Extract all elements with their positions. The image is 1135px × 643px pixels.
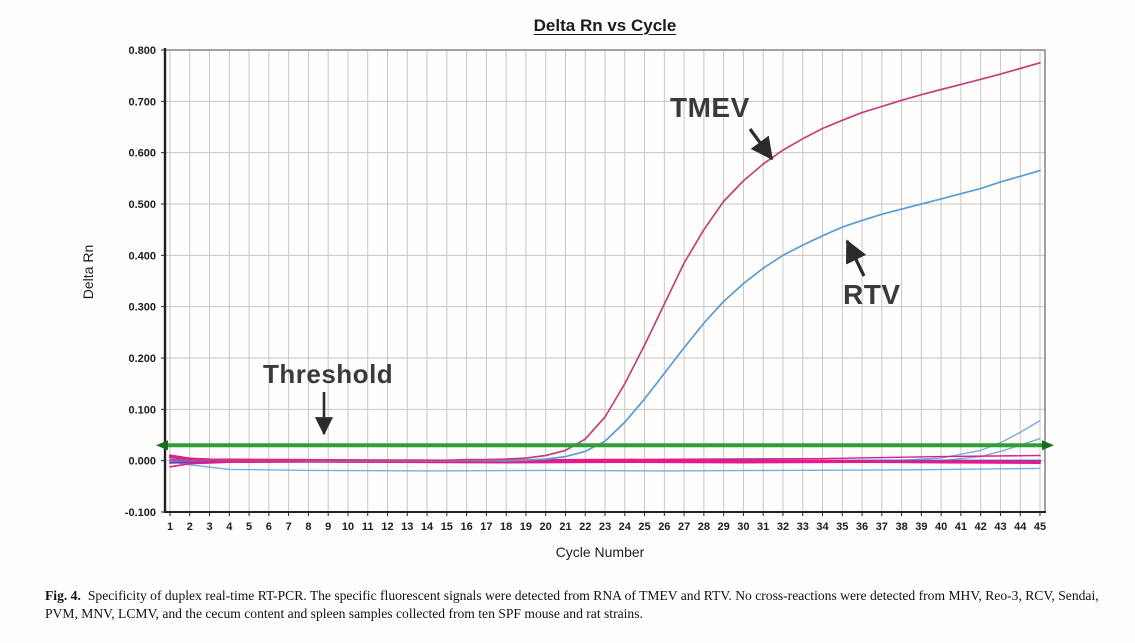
svg-text:7: 7	[286, 521, 292, 533]
y-axis-title: Delta Rn	[80, 245, 96, 299]
svg-text:0.400: 0.400	[128, 250, 156, 262]
svg-text:0.100: 0.100	[128, 404, 156, 416]
svg-text:19: 19	[520, 521, 532, 533]
svg-text:34: 34	[816, 521, 829, 533]
svg-text:23: 23	[599, 521, 611, 533]
series-baseline-pink-a	[168, 454, 1042, 463]
svg-text:20: 20	[540, 521, 552, 533]
svg-text:38: 38	[895, 521, 907, 533]
svg-text:30: 30	[737, 521, 749, 533]
series-tmev	[169, 61, 1041, 462]
svg-text:25: 25	[638, 521, 650, 533]
svg-text:17: 17	[480, 521, 492, 533]
svg-text:14: 14	[421, 521, 434, 533]
svg-text:4: 4	[226, 521, 233, 533]
svg-text:0.000: 0.000	[128, 456, 156, 468]
chart-title: Delta Rn vs Cycle	[165, 16, 1045, 36]
svg-text:26: 26	[658, 521, 670, 533]
svg-text:45: 45	[1034, 521, 1046, 533]
svg-text:21: 21	[559, 521, 571, 533]
svg-text:28: 28	[698, 521, 710, 533]
svg-text:11: 11	[362, 521, 374, 533]
svg-text:31: 31	[757, 521, 769, 533]
annotation-threshold-label: Threshold	[263, 359, 394, 389]
svg-text:36: 36	[856, 521, 868, 533]
svg-text:22: 22	[579, 521, 591, 533]
chart-title-text: Delta Rn vs Cycle	[533, 16, 677, 35]
svg-text:8: 8	[305, 521, 311, 533]
svg-text:16: 16	[460, 521, 472, 533]
x-axis-title: Cycle Number	[556, 544, 645, 560]
y-axis-ticks: 0.800 0.700 0.600 0.500 0.400 0.300 0.200 0.100…	[125, 45, 165, 519]
x-axis-ticks: 1 2 3 4 5 6 7 8 9 10 11 12 13 14 15 16 17 18 19 20 21 22 23 24 2…	[167, 512, 1046, 533]
svg-text:41: 41	[955, 521, 967, 533]
svg-text:24: 24	[619, 521, 632, 533]
figure-number: Fig. 4.	[45, 588, 81, 603]
figure-caption: Fig. 4. Specificity of duplex real-time R…	[45, 587, 1108, 624]
svg-text:5: 5	[246, 521, 252, 533]
svg-text:1: 1	[167, 521, 173, 533]
annotation-tmev-label: TMEV	[670, 92, 750, 123]
gridlines	[165, 50, 1045, 512]
svg-text:0.600: 0.600	[128, 148, 156, 160]
svg-text:33: 33	[797, 521, 809, 533]
svg-text:3: 3	[206, 521, 212, 533]
chart-canvas: 1 2 3 4 5 6 7 8 9 10 11 12 13 14 15 16 17 18 19 20 21 22 23 24 2…	[80, 45, 1054, 560]
svg-text:32: 32	[777, 521, 789, 533]
svg-text:12: 12	[381, 521, 393, 533]
svg-text:15: 15	[441, 521, 453, 533]
svg-text:37: 37	[876, 521, 888, 533]
series-baseline-lightblue-low	[169, 461, 1041, 472]
svg-text:35: 35	[836, 521, 848, 533]
svg-text:0.800: 0.800	[128, 45, 156, 57]
svg-text:18: 18	[500, 521, 512, 533]
svg-text:44: 44	[1014, 521, 1027, 533]
svg-text:0.200: 0.200	[128, 353, 156, 365]
svg-text:0.700: 0.700	[128, 96, 156, 108]
caption-text: Specificity of duplex real-time RT-PCR. …	[45, 588, 1099, 622]
tmev-annotation-arrow	[748, 128, 774, 161]
svg-text:43: 43	[994, 521, 1006, 533]
svg-text:-0.100: -0.100	[125, 507, 156, 519]
svg-text:13: 13	[401, 521, 413, 533]
series-lines	[168, 61, 1042, 472]
annotation-rtv-label: RTV	[843, 279, 901, 310]
svg-text:42: 42	[975, 521, 987, 533]
svg-text:40: 40	[935, 521, 947, 533]
svg-text:0.500: 0.500	[128, 199, 156, 211]
svg-text:2: 2	[187, 521, 193, 533]
svg-text:39: 39	[915, 521, 927, 533]
svg-text:10: 10	[342, 521, 354, 533]
svg-text:27: 27	[678, 521, 690, 533]
threshold-line	[156, 440, 1054, 451]
svg-text:9: 9	[325, 521, 331, 533]
rtv-annotation-arrow	[845, 239, 867, 277]
svg-text:0.300: 0.300	[128, 302, 156, 314]
svg-text:6: 6	[266, 521, 272, 533]
svg-text:29: 29	[718, 521, 730, 533]
